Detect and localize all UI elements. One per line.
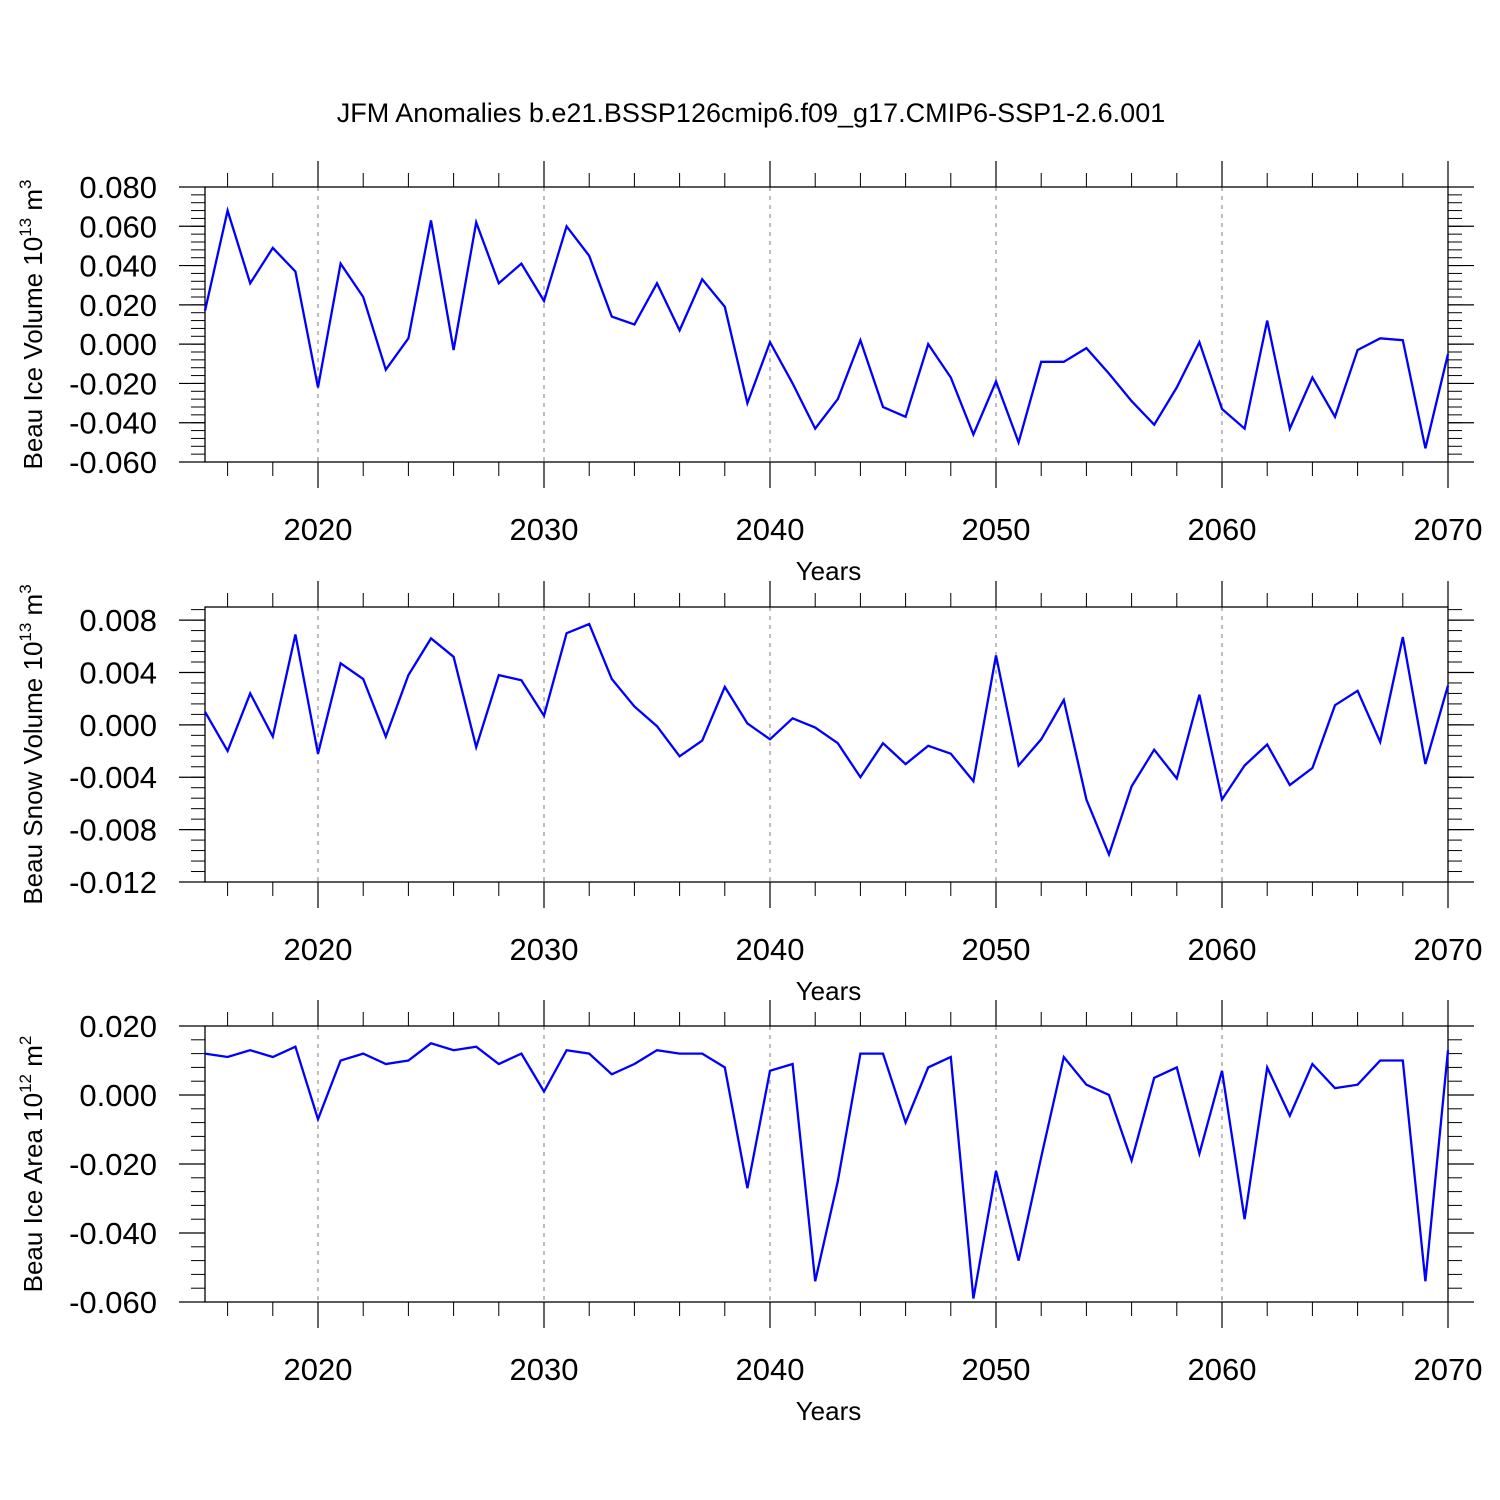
y-tick-label: 0.020	[79, 1009, 157, 1044]
x-tick-label: 2060	[1188, 512, 1257, 547]
y-tick-label: -0.012	[69, 865, 157, 900]
series-line-ice-area	[204, 1042, 1450, 1299]
plot-frame	[204, 186, 1449, 463]
y-tick-label: 0.060	[79, 209, 157, 244]
y-tick-label: -0.020	[69, 1147, 157, 1182]
y-tick-label: -0.060	[69, 445, 157, 480]
y-tick-label: -0.040	[69, 406, 157, 441]
x-tick-label: 2020	[284, 932, 353, 967]
y-tick-label: 0.000	[79, 708, 157, 743]
y-tick-label: -0.008	[69, 813, 157, 848]
y-axis-label-superscript: 13	[16, 623, 35, 642]
y-tick-label: -0.004	[69, 760, 157, 795]
plot-frame	[204, 606, 1449, 883]
y-tick-label: 0.000	[79, 327, 157, 362]
y-axis-label-text: Beau Snow Volume 10	[18, 642, 48, 905]
x-tick-label: 2050	[962, 1352, 1031, 1387]
x-tick-label: 2070	[1414, 1352, 1483, 1387]
y-tick-label: 0.020	[79, 288, 157, 323]
y-axis-label-superscript: 2	[16, 1036, 35, 1045]
series-line-snow-volume	[204, 622, 1450, 858]
x-axis-label: Years	[796, 556, 862, 586]
y-tick-label: -0.040	[69, 1216, 157, 1251]
x-tick-label: 2040	[736, 1352, 805, 1387]
x-tick-label: 2070	[1414, 512, 1483, 547]
y-axis-label-text: Beau Ice Volume 10	[18, 237, 48, 470]
series-line-ice-volume	[203, 206, 1450, 449]
x-tick-label: 2050	[962, 932, 1031, 967]
x-tick-label: 2060	[1188, 932, 1257, 967]
x-tick-label: 2020	[284, 512, 353, 547]
panel-ice-area: 2020 2030 2040 2050 2060 2070 0.020 0.000 -0.020…	[16, 1000, 1482, 1426]
y-tick-label: 0.040	[79, 249, 157, 284]
x-tick-label: 2040	[736, 932, 805, 967]
x-tick-label: 2030	[510, 512, 579, 547]
y-tick-label: -0.060	[69, 1285, 157, 1320]
y-axis-label: Beau Ice Volume 1013 m3	[16, 180, 48, 470]
x-tick-label: 2050	[962, 512, 1031, 547]
x-tick-label: 2030	[510, 1352, 579, 1387]
panel-snow-volume: 2020 2030 2040 2050 2060 2070 0.008 0.004 0.000 -…	[16, 581, 1482, 1006]
x-tick-label: 2020	[284, 1352, 353, 1387]
y-tick-label: 0.000	[79, 1078, 157, 1113]
figure-title: JFM Anomalies b.e21.BSSP126cmip6.f09_g17…	[336, 98, 1166, 128]
y-tick-label: 0.004	[79, 655, 157, 690]
y-tick-label: -0.020	[69, 366, 157, 401]
x-tick-label: 2060	[1188, 1352, 1257, 1387]
y-axis-label: Beau Ice Area 1012 m2	[16, 1036, 48, 1293]
y-axis-label-superscript: 13	[16, 218, 35, 237]
y-axis-label-superscript: 12	[16, 1074, 35, 1093]
y-axis-label-superscript: 3	[16, 180, 35, 189]
y-axis-label-text: Beau Ice Area 10	[18, 1093, 48, 1292]
y-tick-label: 0.008	[79, 603, 157, 638]
plot-frame	[204, 1025, 1449, 1303]
y-axis-label-text: m	[18, 594, 48, 623]
x-tick-label: 2030	[510, 932, 579, 967]
y-axis-label-superscript: 3	[16, 584, 35, 593]
panel-ice-volume: 2020 2030 2040 2050 2060 2070 0.080 0.060 0.040 0…	[16, 161, 1482, 586]
x-tick-label: 2070	[1414, 932, 1483, 967]
y-axis-label-text: m	[18, 189, 48, 218]
y-axis-label: Beau Snow Volume 1013 m3	[16, 584, 48, 904]
y-axis-label-text: m	[18, 1045, 48, 1074]
y-tick-label: 0.080	[79, 170, 157, 205]
x-tick-label: 2040	[736, 512, 805, 547]
x-axis-label: Years	[796, 976, 862, 1006]
x-axis-label: Years	[796, 1396, 862, 1426]
